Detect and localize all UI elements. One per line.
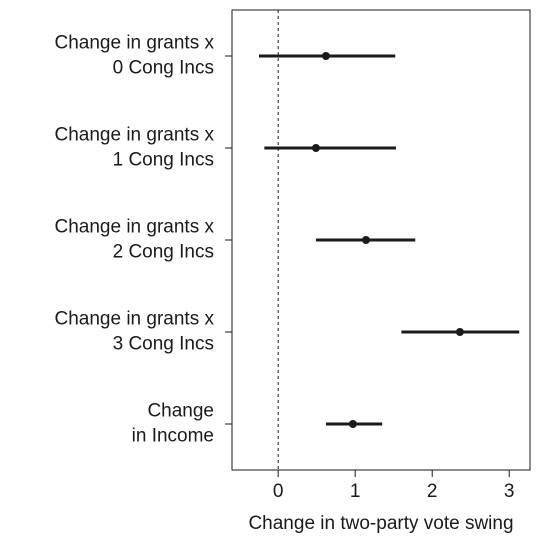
- y-tick-label: 0 Cong Incs: [113, 58, 214, 79]
- y-tick-label: Change in grants x: [55, 125, 215, 146]
- y-tick-label: 3 Cong Incs: [113, 334, 214, 355]
- x-tick-label: 2: [427, 481, 438, 502]
- y-tick-label: 2 Cong Incs: [113, 242, 214, 263]
- y-tick-label: Change in grants x: [55, 33, 215, 54]
- x-axis-label: Change in two-party vote swing: [248, 513, 513, 534]
- point-estimate: [361, 236, 370, 244]
- x-tick-label: 0: [273, 481, 284, 502]
- point-estimate: [311, 144, 320, 152]
- x-tick-label: 1: [350, 481, 361, 502]
- point-estimate: [348, 420, 357, 428]
- y-tick-label: Change: [147, 401, 214, 422]
- x-tick-label: 3: [504, 481, 515, 502]
- y-tick-label: in Income: [132, 426, 214, 447]
- y-tick-label: 1 Cong Incs: [113, 150, 214, 171]
- y-tick-label: Change in grants x: [55, 217, 215, 238]
- point-estimate: [455, 328, 464, 336]
- point-estimate: [321, 52, 330, 60]
- y-tick-label: Change in grants x: [55, 309, 215, 330]
